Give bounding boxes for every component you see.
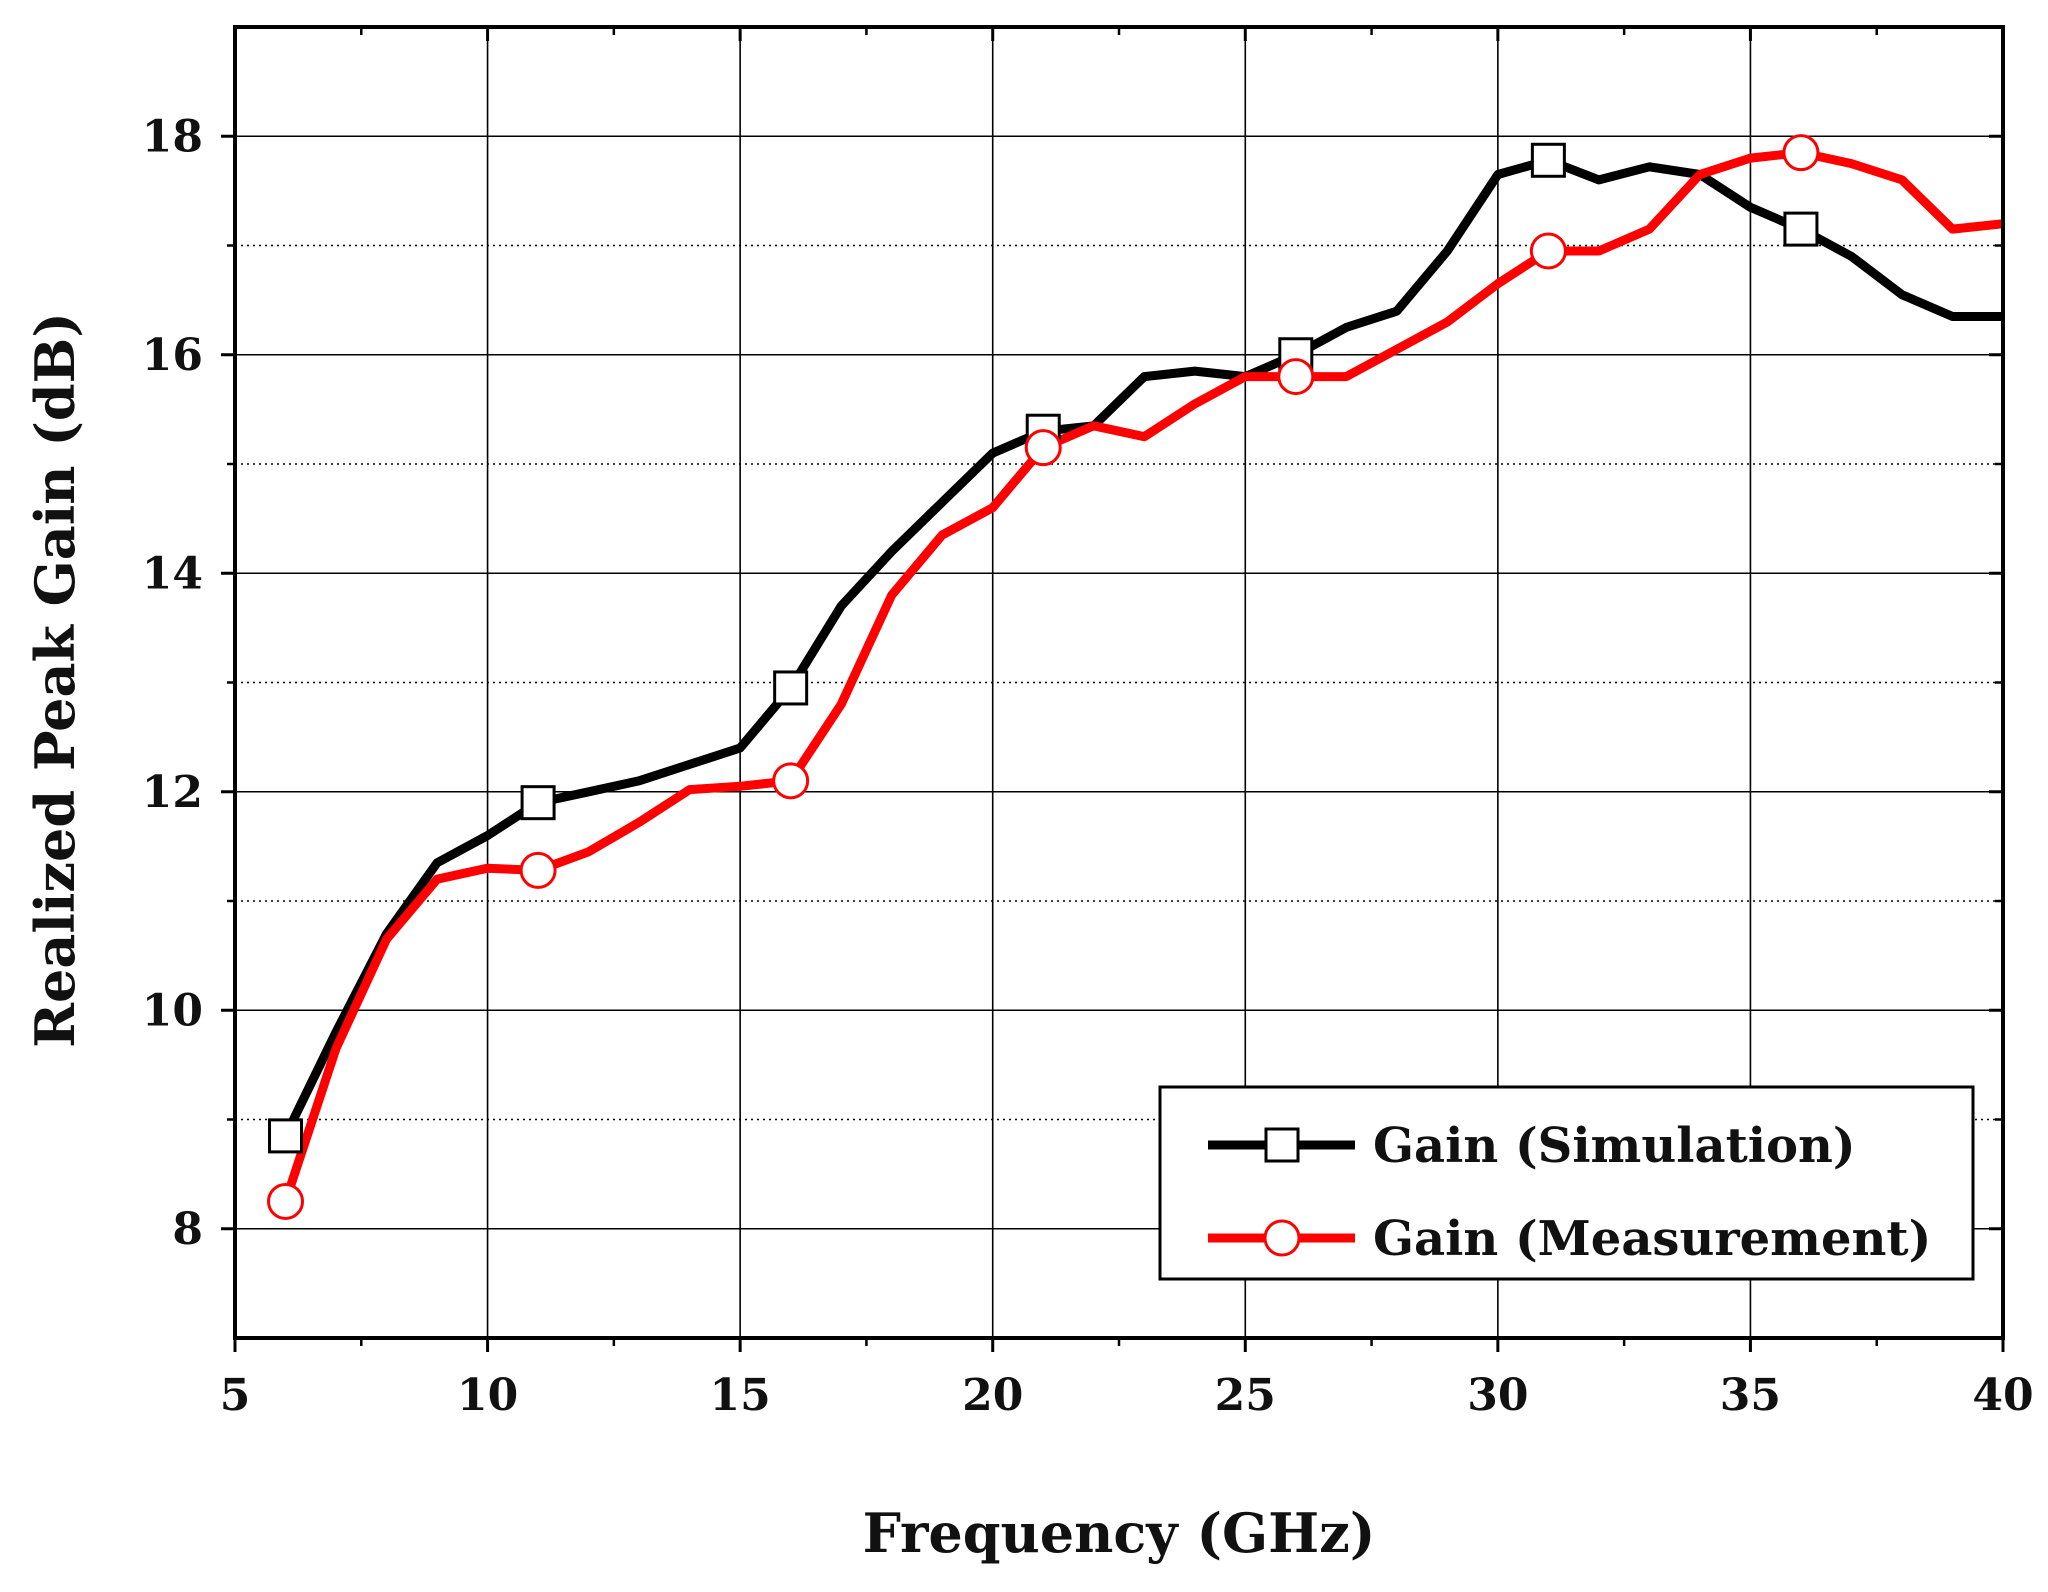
y-tick-label: 18 — [142, 111, 203, 162]
y-axis-title: Realized Peak Gain (dB) — [23, 312, 87, 1048]
y-tick-label: 10 — [142, 985, 203, 1036]
y-tick-label: 14 — [142, 548, 203, 599]
x-tick-label: 40 — [1972, 1370, 2033, 1421]
legend-marker-measurement — [1263, 1219, 1301, 1257]
x-tick-label: 25 — [1215, 1370, 1276, 1421]
legend: Gain (Simulation) Gain (Measurement) — [1158, 1085, 1975, 1281]
legend-label-measurement: Gain (Measurement) — [1373, 1211, 1931, 1267]
data-point-measurement — [1529, 232, 1567, 270]
axis-ticks — [221, 27, 2005, 1352]
data-point-simulation — [520, 785, 556, 821]
data-point-measurement — [519, 851, 557, 889]
data-point-simulation — [268, 1118, 304, 1154]
data-point-simulation — [773, 670, 809, 706]
x-tick-labels: 5 10 15 20 25 30 35 40 — [220, 1370, 2034, 1421]
x-axis-title: Frequency (GHz) — [863, 1501, 1376, 1565]
x-tick-label: 5 — [220, 1370, 251, 1421]
x-tick-label: 35 — [1720, 1370, 1781, 1421]
y-tick-label: 12 — [142, 767, 203, 818]
series-layer — [267, 134, 2003, 1220]
data-point-simulation — [1783, 211, 1819, 247]
data-point-measurement — [1024, 429, 1062, 467]
data-point-measurement — [1782, 134, 1820, 172]
minor-grid — [235, 244, 2003, 1121]
data-point-measurement — [772, 762, 810, 800]
series-line-measurement — [281, 148, 2003, 1203]
data-point-measurement — [267, 1182, 305, 1220]
series-line-simulation — [281, 155, 2003, 1138]
x-tick-label: 15 — [710, 1370, 771, 1421]
data-point-measurement — [1277, 358, 1315, 396]
x-tick-label: 20 — [962, 1370, 1023, 1421]
legend-label-simulation: Gain (Simulation) — [1373, 1118, 1856, 1174]
legend-marker-simulation — [1264, 1127, 1300, 1163]
y-tick-label: 16 — [142, 330, 203, 381]
y-tick-label: 8 — [172, 1204, 203, 1255]
y-tick-labels: 8 10 12 14 16 18 — [142, 111, 203, 1255]
data-point-simulation — [1530, 142, 1566, 178]
x-tick-label: 10 — [457, 1370, 518, 1421]
x-tick-label: 30 — [1467, 1370, 1528, 1421]
